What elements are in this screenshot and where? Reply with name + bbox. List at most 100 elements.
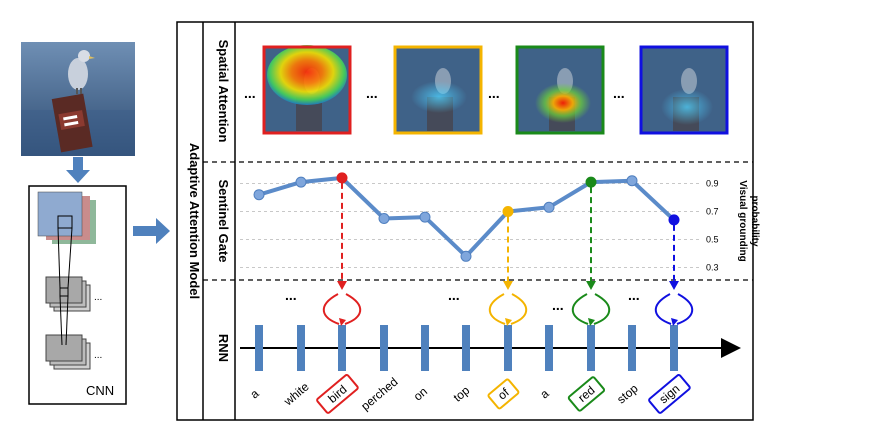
rnn-ellipsis: ... — [285, 287, 297, 303]
caption-words: a white bird perched on top of a red stop sign — [247, 374, 691, 414]
conv-layer-2 — [45, 334, 91, 370]
attention-frame-bird — [262, 45, 352, 135]
frame-ellipsis: ... — [613, 85, 625, 101]
gate-tick-label: 0.5 — [706, 235, 719, 245]
model-outer-box — [176, 21, 754, 421]
attention-frame-border — [515, 45, 605, 135]
cnn-label: CNN — [86, 383, 114, 398]
rnn-cell — [545, 325, 553, 371]
sentinel-loop-left — [322, 293, 340, 325]
sentinel-loop-left — [571, 293, 589, 325]
rnn-ellipsis: ... — [552, 297, 564, 313]
gate-series-line — [258, 175, 676, 259]
caption-word: red — [567, 376, 606, 412]
rnn-ellipsis: ... — [628, 287, 640, 303]
frame-ellipsis: ... — [244, 85, 256, 101]
caption-word-text: perched — [358, 375, 400, 414]
caption-word-text: on — [411, 384, 430, 403]
caption-word: bird — [316, 374, 359, 414]
sentinel-loop-right — [593, 293, 611, 325]
caption-word-text: sign — [656, 381, 682, 406]
rnn-label: RNN — [216, 334, 231, 362]
gate-tick-labels: 0.9 0.7 0.5 0.3 — [706, 179, 719, 273]
gate-point — [585, 176, 597, 188]
attention-frames: ............ — [244, 45, 729, 135]
visual-grounding-label: Visual grounding — [737, 180, 748, 261]
grounding-drop-arrowhead — [503, 281, 513, 290]
caption-word: top — [451, 383, 473, 405]
model-label: Adaptive Attention Model — [187, 143, 202, 299]
attention-frame-border — [639, 45, 729, 135]
sentinel-loop-left — [654, 293, 672, 325]
cnn-to-model-arrow — [133, 218, 170, 244]
rnn-cell — [380, 325, 388, 371]
caption-word-highlight — [487, 378, 520, 410]
caption-word-text: white — [280, 379, 311, 409]
gate-point — [253, 189, 265, 201]
caption-word-highlight — [567, 376, 606, 412]
grounding-drop-arrowhead — [337, 281, 347, 290]
caption-word: a — [537, 386, 551, 401]
probability-label: probability — [749, 195, 760, 247]
rnn-ellipsis: ... — [448, 287, 460, 303]
attention-heatmap — [411, 81, 467, 113]
gate-gridlines — [240, 183, 700, 268]
attention-heatmap — [535, 83, 591, 123]
gate-point — [626, 175, 638, 187]
sentinel-loop-arrowhead — [505, 318, 512, 326]
caption-word-highlight — [316, 374, 359, 414]
frame-ellipsis: ... — [366, 85, 378, 101]
caption-word: a — [247, 386, 261, 401]
rnn-cell — [670, 325, 678, 371]
sentinel-loop-left — [488, 293, 506, 325]
attention-heatmap — [267, 45, 347, 105]
rnn-cell — [628, 325, 636, 371]
spatial-attention-label: Spatial Attention — [216, 40, 231, 143]
sign-figure — [51, 93, 93, 153]
rnn-cell — [297, 325, 305, 371]
rnn-cell — [504, 325, 512, 371]
attention-frame-border — [393, 45, 483, 135]
gate-series-points — [253, 172, 680, 262]
cnn-ellipsis-1: ... — [94, 292, 102, 303]
caption-word-highlight — [648, 374, 691, 414]
grounding-drop-arrowhead — [669, 281, 679, 290]
gate-point — [378, 213, 390, 224]
gate-point — [668, 214, 680, 226]
sentinel-loop-arrowhead — [339, 318, 346, 326]
gate-point — [460, 250, 472, 262]
grounding-drop-arrowhead — [586, 281, 596, 290]
gate-tick-label: 0.3 — [706, 263, 719, 273]
attention-frame-bird — [681, 68, 697, 94]
caption-word-text: top — [451, 383, 473, 405]
caption-word: perched — [358, 375, 400, 414]
rnn-cell — [421, 325, 429, 371]
caption-word: of — [487, 378, 520, 410]
sentinel-loop-right — [344, 293, 362, 325]
caption-word-text: a — [537, 386, 551, 401]
gate-point — [502, 206, 514, 217]
caption-word-text: bird — [325, 382, 349, 406]
sentinel-loop-arrowhead — [671, 318, 678, 326]
gate-point — [295, 176, 307, 188]
cnn-receptive-lines — [57, 227, 73, 346]
attention-frame-red — [515, 45, 605, 135]
gate-point — [543, 201, 555, 213]
grounding-dashed-arrows — [337, 182, 679, 290]
rnn-cell — [462, 325, 470, 371]
rnn-cell — [338, 325, 346, 371]
sentinel-gate-label: Sentinel Gate — [216, 179, 231, 262]
gate-tick-label: 0.7 — [706, 207, 719, 217]
rnn-cells — [255, 325, 678, 371]
sentinel-loops — [322, 293, 694, 326]
sentinel-loop-arrowhead — [588, 318, 595, 326]
sentinel-loop-right — [676, 293, 694, 325]
rnn-cell — [587, 325, 595, 371]
rnn-ellipses: ............ — [285, 287, 640, 313]
cnn-ellipsis-2: ... — [94, 350, 102, 361]
caption-word-text: stop — [614, 381, 641, 407]
attention-frame-border — [262, 45, 352, 135]
attention-frame-sign — [639, 45, 729, 135]
gate-point — [419, 211, 431, 223]
